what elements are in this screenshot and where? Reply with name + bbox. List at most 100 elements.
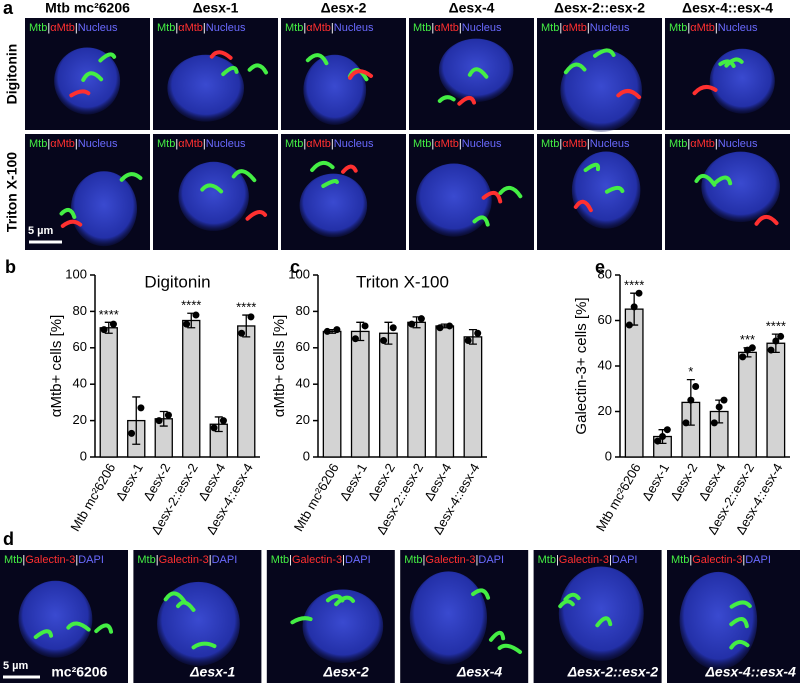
x-tick-label: Δesx-1 <box>639 461 672 504</box>
stain-text: | <box>342 554 345 566</box>
y-tick-label: 20 <box>73 412 87 427</box>
stain-text: αMtb <box>50 138 75 150</box>
stain-text: | <box>715 138 718 150</box>
column-header: Δesx-2::esx-2 <box>554 0 645 16</box>
bar <box>350 330 370 458</box>
bacterium <box>341 164 358 174</box>
stain-text: Nucleus <box>78 22 118 34</box>
stain-text: | <box>687 138 690 150</box>
data-point <box>128 429 136 437</box>
nucleus <box>178 161 249 232</box>
bacterium <box>437 95 456 103</box>
stain-label: Mtb|Galectin-3|DAPI <box>4 554 104 566</box>
stain-text: | <box>203 138 206 150</box>
data-point <box>183 320 191 328</box>
chart-title: Digitonin <box>144 272 210 291</box>
stain-text: | <box>175 22 178 34</box>
data-point <box>351 335 359 343</box>
stain-text: | <box>715 22 718 34</box>
panel-label: e <box>595 257 605 277</box>
stain-text: | <box>423 554 426 566</box>
stain-label: Mtb|αMtb|Nucleus <box>541 22 630 34</box>
bacterium <box>497 643 523 654</box>
nucleus <box>302 589 384 663</box>
stain-label: Mtb|Galectin-3|DAPI <box>404 554 504 566</box>
stain-text: | <box>689 554 692 566</box>
bacterium <box>595 616 613 628</box>
bacterium <box>221 65 239 77</box>
stain-text: Mtb <box>157 138 175 150</box>
stain-text: Mtb <box>669 22 687 34</box>
error-bar <box>159 410 168 427</box>
data-point <box>663 426 671 434</box>
stain-text: | <box>587 22 590 34</box>
data-point <box>436 324 444 332</box>
data-point <box>164 411 172 419</box>
stain-label: Mtb|αMtb|Nucleus <box>669 138 758 150</box>
stain-text: Mtb <box>671 554 689 566</box>
y-tick-label: 80 <box>296 303 310 318</box>
stain-text: Mtb <box>285 138 303 150</box>
stain-label: Mtb|Galectin-3|DAPI <box>137 554 237 566</box>
y-tick-label: 0 <box>303 448 310 463</box>
stain-text: Mtb <box>541 138 559 150</box>
bar <box>463 336 483 458</box>
stain-label: Mtb|αMtb|Nucleus <box>29 138 118 150</box>
bar <box>322 330 342 458</box>
bacterium <box>81 71 104 82</box>
data-point <box>710 419 718 427</box>
significance: **** <box>766 319 786 334</box>
column-header: Δesx-4::esx-4 <box>682 0 773 16</box>
data-point <box>715 403 723 411</box>
bacterium <box>60 219 83 228</box>
bacterium <box>694 174 717 187</box>
stain-text: | <box>459 138 462 150</box>
stain-text: DAPI <box>212 554 238 566</box>
stain-text: Mtb <box>285 22 303 34</box>
bar <box>435 325 455 458</box>
nucleus <box>679 571 758 670</box>
stain-text: Mtb <box>538 554 556 566</box>
bar <box>182 319 201 458</box>
bacterium <box>692 85 718 96</box>
stain-text: | <box>559 22 562 34</box>
nucleus <box>701 151 780 223</box>
stain-text: Galectin-3 <box>692 554 742 566</box>
stain-text: αMtb <box>434 22 459 34</box>
data-point <box>630 303 638 311</box>
stain-text: | <box>587 138 590 150</box>
data-point <box>323 327 331 335</box>
bacterium <box>488 630 506 642</box>
scale-text: 5 µm <box>3 660 29 672</box>
data-point <box>654 437 662 445</box>
y-tick-label: 0 <box>80 448 87 463</box>
y-tick-label: 40 <box>598 357 612 372</box>
stain-label: Mtb|Galectin-3|DAPI <box>671 554 771 566</box>
stain-text: Mtb <box>541 22 559 34</box>
nucleus <box>157 581 240 666</box>
stain-text: Mtb <box>29 22 47 34</box>
stain-text: Mtb <box>4 554 22 566</box>
nucleus <box>709 48 775 114</box>
stain-label: Mtb|αMtb|Nucleus <box>413 22 502 34</box>
data-point <box>361 322 369 330</box>
x-tick-label: Mtb mc²6206 <box>593 461 644 534</box>
data-point <box>659 433 666 441</box>
significance: **** <box>624 278 644 293</box>
stain-text: αMtb <box>178 138 203 150</box>
y-tick-label: 40 <box>73 376 87 391</box>
nucleus <box>167 54 245 122</box>
bar <box>99 327 118 458</box>
stain-text: | <box>47 138 50 150</box>
data-point <box>109 320 117 328</box>
stain-text: | <box>22 554 25 566</box>
error-bar <box>132 396 141 445</box>
column-header: Δesx-1 <box>193 0 239 16</box>
bacterium <box>305 53 329 66</box>
y-axis-label: Galectin-3+ cells [%] <box>573 297 590 434</box>
stain-text: Nucleus <box>334 22 374 34</box>
bacterium <box>321 179 339 188</box>
error-bar <box>214 416 223 433</box>
bacterium <box>59 207 77 220</box>
